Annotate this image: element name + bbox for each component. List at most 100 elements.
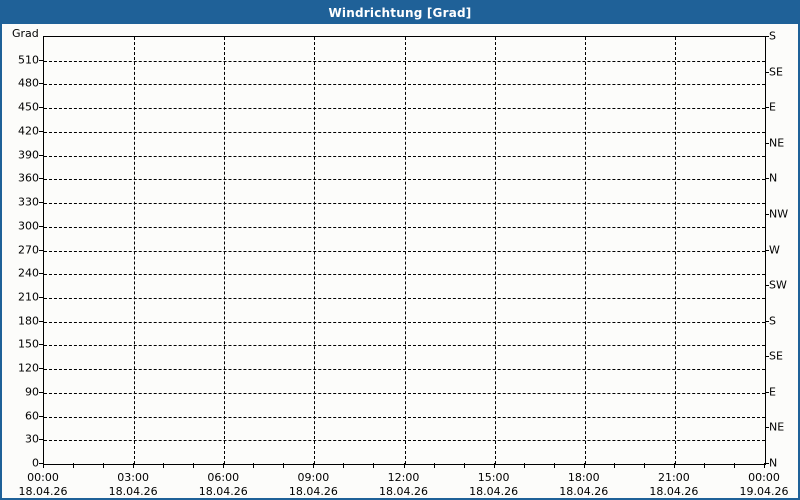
x-axis-minor-ticks — [43, 463, 766, 469]
y-axis-left-tick-label: 450 — [18, 100, 39, 114]
x-axis-tick-label: 18:00 18.04.26 — [559, 471, 609, 498]
x-axis-tick-time: 00:00 — [27, 471, 59, 484]
x-axis-tick-mark — [133, 463, 135, 468]
y-axis-left-tick-mark — [39, 154, 43, 156]
y-axis-left-tick-label: 90 — [25, 385, 39, 399]
y-axis-left-tick-label: 60 — [25, 409, 39, 423]
x-axis-tick-mark — [403, 463, 405, 468]
x-axis-tick-time: 03:00 — [117, 471, 149, 484]
x-axis-tick-time: 21:00 — [658, 471, 690, 484]
y-axis-left-tick-mark — [39, 178, 43, 180]
x-axis-tick-mark — [733, 463, 735, 468]
y-axis-left-tick-label: 240 — [18, 266, 39, 280]
x-axis-tick-label: 03:00 18.04.26 — [109, 471, 158, 498]
y-axis-left-tick-mark — [39, 273, 43, 275]
y-axis-right-tick-label: NE — [769, 136, 785, 150]
y-axis-right-tick-label: SW — [769, 278, 787, 292]
y-axis-left-tick-label: 0 — [32, 456, 39, 470]
x-axis-tick-time: 06:00 — [207, 471, 240, 484]
y-axis-right-tick-label: N — [769, 456, 778, 470]
y-axis-right-tick-label: SE — [769, 65, 783, 79]
y-axis-left-tick-mark — [39, 225, 43, 227]
y-axis-right-tick-label: E — [769, 385, 776, 399]
x-axis-tick-date: 18.04.26 — [18, 485, 68, 498]
y-axis-right-tick-mark — [765, 36, 769, 37]
y-axis-right-tick-mark — [765, 213, 769, 215]
y-axis-right-tick-label: NW — [769, 207, 789, 221]
y-axis-right-tick-mark — [765, 142, 769, 144]
y-axis-left-tick-label: 120 — [18, 361, 39, 375]
y-axis-left-tick-mark — [39, 202, 43, 204]
y-axis-left-tick-label: 510 — [18, 53, 39, 67]
y-axis-left-tick-label: 180 — [18, 314, 39, 328]
x-axis-tick-mark — [643, 463, 645, 468]
y-axis-right-tick-mark — [765, 463, 769, 464]
y-axis-left-tick-label: 270 — [18, 243, 39, 256]
x-axis-tick-time: 12:00 — [387, 471, 420, 484]
y-axis-left-tick-label: 150 — [18, 337, 39, 351]
y-axis-left-tick-mark — [39, 249, 43, 251]
x-axis-labels: 00:00 18.04.26 03:00 18.04.26 06:00 18.04.26 0… — [2, 471, 798, 498]
gridline-vertical — [224, 37, 226, 464]
x-axis-tick-time: 09:00 — [297, 471, 330, 484]
gridline-vertical — [584, 37, 586, 464]
chart-canvas: Grad 0 30 60 90 120 150 180 210 240 270 300 330 360 3… — [2, 24, 798, 498]
y-axis-right-tick-mark — [765, 107, 769, 109]
y-axis-right-tick-label: S — [769, 29, 776, 43]
y-axis-left-tick-mark — [39, 463, 43, 464]
y-axis-right-tick-label: NE — [769, 420, 785, 434]
x-axis-tick-mark — [613, 463, 615, 468]
y-axis-right-tick-mark — [765, 391, 769, 393]
y-axis-left-tick-label: 360 — [18, 171, 39, 185]
y-axis-right-tick-label: W — [769, 243, 780, 256]
x-axis-tick-mark — [253, 463, 255, 468]
x-axis-tick-date: 18.04.26 — [469, 485, 519, 498]
x-axis-tick-mark — [583, 463, 585, 468]
y-axis-left-tick-mark — [39, 83, 43, 85]
x-axis-tick-mark — [73, 463, 75, 468]
y-axis-left-tick-mark — [39, 439, 43, 441]
y-axis-left-tick-mark — [39, 59, 43, 61]
y-axis-right-tick-label: SE — [769, 349, 783, 363]
y-axis-left-tick-mark — [39, 107, 43, 109]
y-axis-right-tick-mark — [765, 178, 769, 180]
x-axis-tick-date: 18.04.26 — [288, 485, 338, 498]
y-axis-left: 0 30 60 90 120 150 180 210 240 270 300 330 360 390 420… — [2, 36, 39, 469]
x-axis-tick-mark — [433, 463, 435, 468]
gridline-vertical — [404, 37, 406, 464]
gridline-vertical — [314, 37, 316, 464]
y-axis-right-tick-mark — [765, 427, 769, 429]
x-axis-tick-mark — [523, 463, 525, 468]
y-axis-left-tick-mark — [39, 368, 43, 370]
y-axis-left-tick-label: 30 — [25, 432, 39, 446]
x-axis-tick-date: 18.04.26 — [198, 485, 248, 498]
x-axis-tick-label: 06:00 18.04.26 — [198, 471, 248, 498]
y-axis-left-tick-mark — [39, 391, 43, 393]
y-axis-right-tick-mark — [765, 285, 769, 287]
x-axis-tick-mark — [703, 463, 705, 468]
y-axis-right-tick-mark — [765, 71, 769, 73]
x-axis-tick-label: 09:00 18.04.26 — [288, 471, 338, 498]
y-axis-right-tick-label: E — [769, 100, 776, 114]
x-axis-tick-mark — [764, 463, 765, 468]
x-axis-tick-mark — [43, 463, 44, 468]
y-axis-left-tick-label: 420 — [18, 124, 39, 138]
x-axis-tick-time: 18:00 — [567, 471, 600, 484]
y-axis-right-tick-mark — [765, 249, 769, 251]
y-axis-unit-label: Grad — [12, 27, 39, 40]
x-axis-tick-mark — [313, 463, 315, 468]
x-axis-tick-mark — [553, 463, 555, 468]
x-axis-tick-label: 00:00 18.04.26 — [18, 471, 68, 498]
x-axis-tick-mark — [493, 463, 495, 468]
x-axis-tick-mark — [193, 463, 195, 468]
page-title: Windrichtung [Grad] — [328, 6, 472, 20]
y-axis-left-tick-mark — [39, 320, 43, 322]
x-axis-tick-date: 18.04.26 — [649, 485, 699, 498]
window-titlebar: Windrichtung [Grad] — [2, 2, 798, 24]
x-axis-tick-date: 18.04.26 — [559, 485, 609, 498]
y-axis-left-tick-label: 330 — [18, 195, 39, 209]
y-axis-right-tick-mark — [765, 320, 769, 322]
x-axis-tick-date: 18.04.26 — [379, 485, 428, 498]
y-axis-right-tick-label: N — [769, 171, 778, 185]
